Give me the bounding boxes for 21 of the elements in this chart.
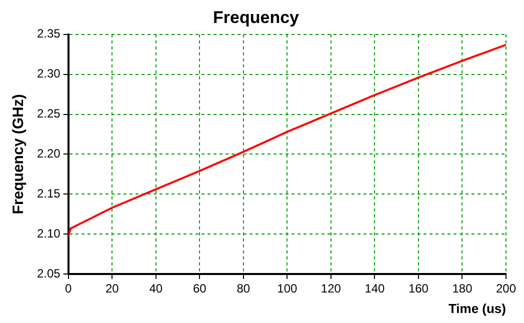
y-tick-label: 2.10 — [36, 226, 61, 240]
y-tick-label: 2.35 — [36, 26, 61, 41]
x-tick-label: 40 — [149, 282, 163, 296]
x-tick-label: 200 — [496, 282, 516, 296]
y-tick-label: 2.25 — [36, 106, 61, 121]
y-tick-label: 2.05 — [36, 266, 61, 280]
x-tick-label: 60 — [192, 282, 207, 296]
chart-title: Frequency — [213, 8, 300, 27]
x-tick-label: 180 — [452, 282, 473, 296]
x-tick-label: 140 — [364, 282, 386, 296]
y-tick-label: 2.30 — [36, 66, 61, 81]
x-tick-label: 100 — [277, 282, 298, 296]
y-axis-title: Frequency (GHz) — [10, 94, 28, 214]
y-tick-label: 2.20 — [36, 146, 61, 161]
x-tick-label: 0 — [65, 282, 72, 296]
x-axis-title: Time (us) — [448, 300, 506, 316]
x-tick-label: 80 — [236, 282, 250, 296]
x-tick-label: 160 — [408, 282, 429, 296]
y-tick-label: 2.15 — [36, 186, 61, 200]
x-tick-label: 120 — [320, 282, 342, 296]
x-tick-label: 20 — [105, 282, 120, 296]
